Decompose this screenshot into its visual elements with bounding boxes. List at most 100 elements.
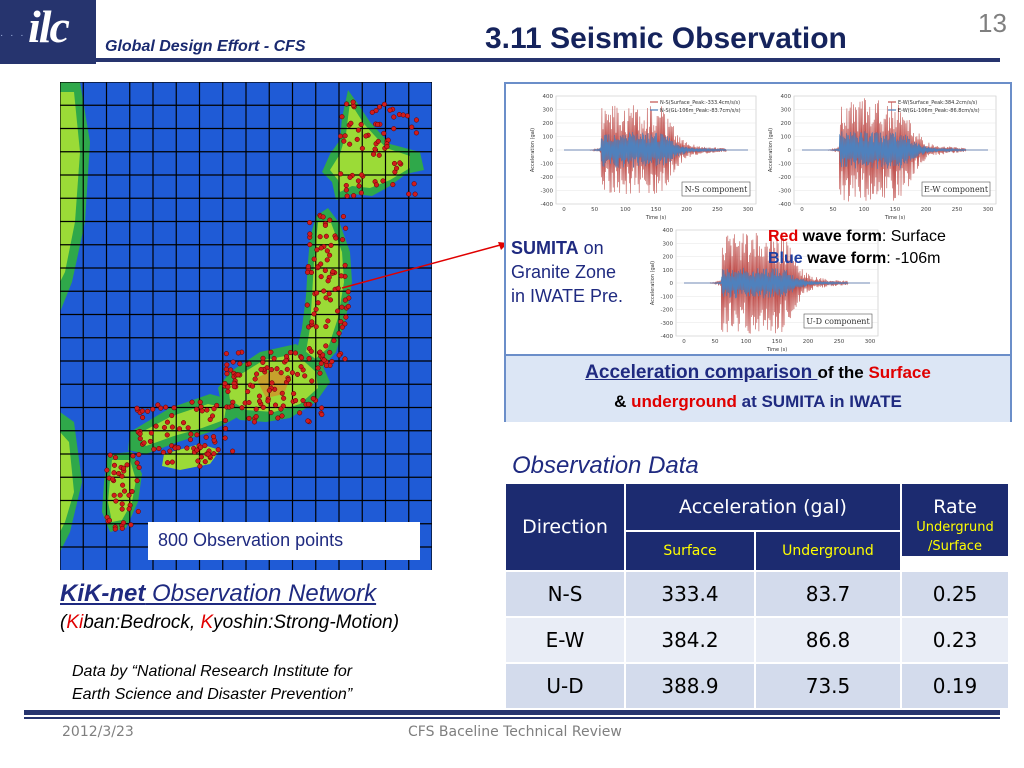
station-marker xyxy=(308,348,314,354)
station-marker xyxy=(230,359,236,365)
station-marker xyxy=(297,410,303,416)
row-rate: 0.19 xyxy=(900,662,1010,710)
station-marker xyxy=(313,324,319,330)
station-marker xyxy=(253,414,259,420)
station-marker xyxy=(130,453,136,459)
x-tick-label: 0 xyxy=(562,207,566,213)
caption-underground: underground xyxy=(631,392,737,411)
station-marker xyxy=(163,404,169,410)
station-marker xyxy=(345,303,351,309)
station-marker xyxy=(111,492,117,498)
station-marker xyxy=(137,436,143,442)
col-rate-sub-1: Undergrund xyxy=(916,520,994,535)
station-marker xyxy=(292,350,299,356)
station-marker xyxy=(274,366,280,372)
logo-text: ilc xyxy=(28,1,70,52)
x-tick-label: 150 xyxy=(651,207,662,213)
caption-amp: & xyxy=(614,392,632,411)
station-marker xyxy=(359,172,365,178)
col-rate-sub: Undergrund /Surface xyxy=(900,516,1010,558)
station-marker xyxy=(150,406,156,412)
sumita-zone: Granite Zone xyxy=(511,262,617,282)
x-tick-label: 50 xyxy=(830,207,837,213)
kiknet-subtitle: (Kiban:Bedrock, Kyoshin:Strong-Motion) xyxy=(60,612,399,634)
map-label-box xyxy=(148,522,420,560)
station-marker xyxy=(160,449,166,455)
component-box xyxy=(803,313,873,329)
y-tick-label: -200 xyxy=(779,175,792,181)
station-marker xyxy=(140,414,146,421)
x-tick-label: 200 xyxy=(803,339,814,345)
station-marker xyxy=(376,104,383,110)
station-marker xyxy=(411,181,417,187)
sumita-pointer-arrow xyxy=(341,242,508,289)
x-tick-label: 50 xyxy=(712,339,719,345)
component-label: N-S component xyxy=(685,185,749,194)
col-surface: Surface xyxy=(624,530,756,572)
station-marker xyxy=(338,319,344,325)
station-marker xyxy=(112,526,118,532)
station-marker xyxy=(347,174,353,180)
legend-blue: Blue xyxy=(768,250,803,267)
col-rate-sub-2: /Surface xyxy=(928,539,982,554)
station-marker xyxy=(134,460,140,466)
waveform-plot-ew: 400 300 200 100 0 -100 -200 -300 -400 0 50 100 150 20… xyxy=(764,88,1002,220)
station-marker xyxy=(324,248,330,254)
station-marker xyxy=(376,152,382,158)
station-marker xyxy=(343,187,349,193)
station-marker xyxy=(119,506,125,512)
station-marker xyxy=(354,136,360,142)
station-marker xyxy=(129,488,135,495)
station-marker xyxy=(391,114,397,120)
station-marker xyxy=(202,459,208,465)
station-marker xyxy=(391,160,398,167)
x-tick-label: 250 xyxy=(834,339,845,345)
station-marker xyxy=(246,415,252,421)
station-marker xyxy=(323,343,329,349)
station-marker xyxy=(350,99,356,105)
station-marker xyxy=(406,191,412,197)
y-tick-label: 300 xyxy=(543,108,554,114)
station-marker xyxy=(202,443,208,449)
station-marker xyxy=(325,278,331,284)
station-marker xyxy=(134,478,140,484)
y-tick-label: 200 xyxy=(781,121,792,127)
station-marker xyxy=(339,324,345,330)
station-marker xyxy=(339,114,345,120)
station-marker xyxy=(254,371,260,377)
row-direction: U-D xyxy=(504,662,626,710)
caption-acceleration: Acceleration comparison xyxy=(585,362,818,383)
station-marker xyxy=(187,437,193,443)
station-marker xyxy=(356,183,362,189)
station-marker xyxy=(268,410,274,416)
station-marker xyxy=(318,261,324,267)
station-marker xyxy=(370,151,377,157)
row-underground: 73.5 xyxy=(754,662,902,710)
underground-waveform xyxy=(802,131,988,169)
station-marker xyxy=(139,408,145,414)
station-marker xyxy=(268,367,275,373)
station-marker xyxy=(136,452,142,458)
station-marker xyxy=(260,359,266,365)
station-marker xyxy=(124,462,130,468)
station-marker xyxy=(351,193,357,199)
y-tick-label: 400 xyxy=(781,94,792,100)
x-tick-label: 150 xyxy=(772,339,783,345)
plot-legend-underground: N-S(GL-106m_Peak:-83.7cm/s/s) xyxy=(660,108,741,114)
station-marker xyxy=(317,349,323,355)
y-tick-label: -300 xyxy=(779,189,792,195)
station-marker xyxy=(322,222,328,228)
footer-event: CFS Baceline Technical Review xyxy=(408,724,622,740)
station-marker xyxy=(344,193,350,199)
station-marker xyxy=(325,318,331,324)
station-marker xyxy=(306,356,312,362)
station-marker xyxy=(225,384,231,390)
station-marker xyxy=(309,319,315,325)
station-marker xyxy=(153,423,159,429)
station-marker xyxy=(167,448,173,454)
legend-red: Red xyxy=(768,228,799,245)
station-marker xyxy=(211,406,217,412)
station-marker xyxy=(148,430,154,436)
plot-legend-surface: E-W(Surface_Peak:384.2cm/s/s) xyxy=(898,100,977,106)
station-marker xyxy=(279,413,285,419)
